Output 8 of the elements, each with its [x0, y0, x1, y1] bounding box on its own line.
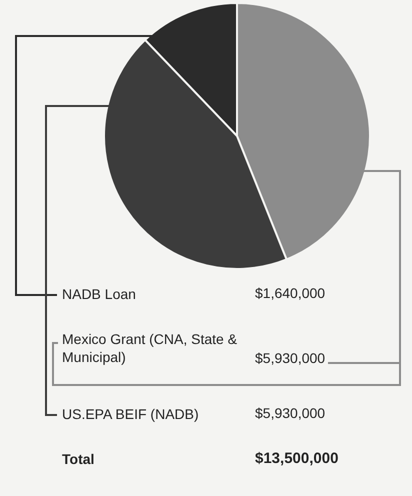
text: $13,500,000: [255, 450, 338, 467]
data-label: $5,930,000: [255, 405, 326, 421]
data-label: $5,930,000: [255, 350, 326, 366]
legend-label: US.EPA BEIF (NADB): [62, 405, 199, 423]
legend-label: Mexico Grant (CNA, State & Municipal): [62, 330, 238, 366]
text: Total: [62, 450, 94, 468]
legend-label: NADB Loan: [62, 285, 136, 303]
data-label: $1,640,000: [255, 285, 326, 301]
